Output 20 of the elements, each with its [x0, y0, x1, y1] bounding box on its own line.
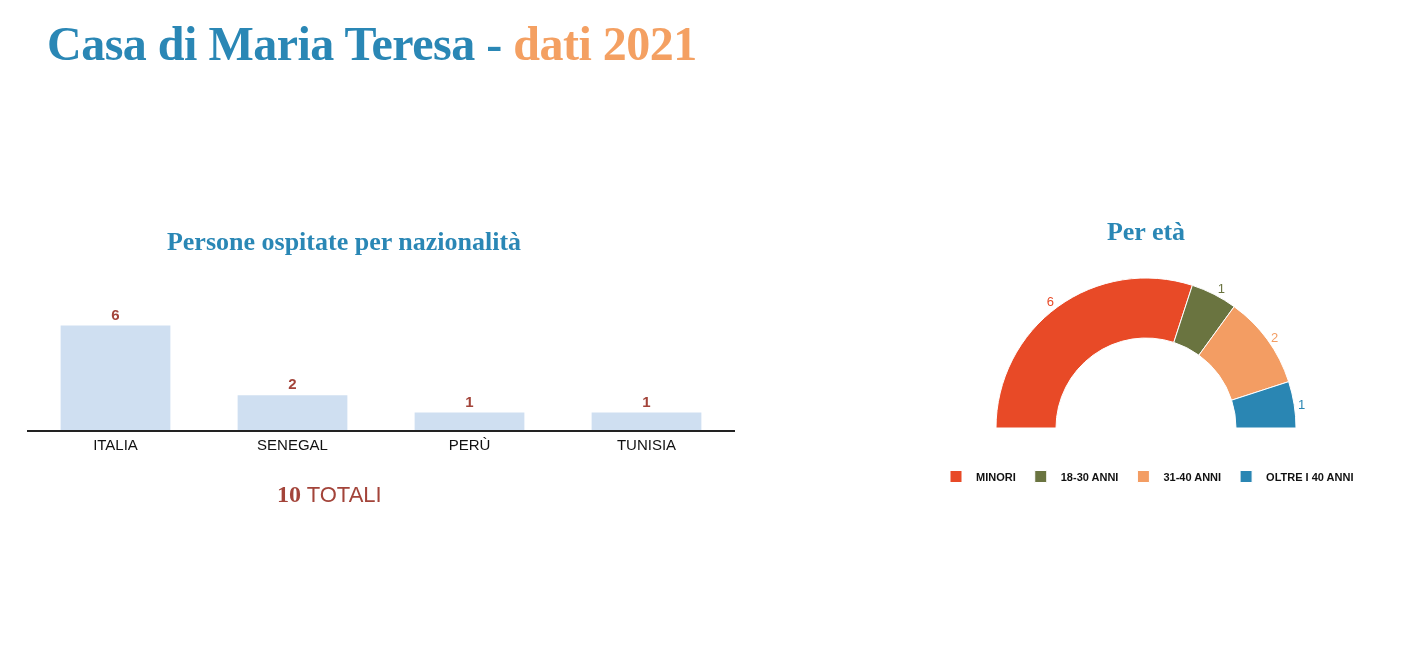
x-tick-label: PERÙ	[448, 436, 491, 453]
data-label: 6	[111, 305, 120, 323]
data-label: 6	[1046, 294, 1055, 310]
data-label: 2	[288, 375, 297, 393]
chart-title: Casa di Maria Teresa - dati 2021	[47, 17, 697, 70]
x-tick-label: ITALIA	[93, 436, 138, 453]
data-label: 1	[642, 392, 651, 410]
chart-title: Per età	[1106, 217, 1186, 247]
data-label: 1	[465, 392, 474, 410]
x-tick-label: TUNISIA	[616, 436, 677, 453]
legend-label: OLTRE I 40 ANNI	[1266, 470, 1354, 483]
chart-subtitle: Persone ospitate per nazionalità	[166, 227, 522, 257]
x-tick-label: SENEGAL	[257, 436, 328, 453]
data-label: 1	[1217, 280, 1226, 296]
legend-label: MINORI	[976, 470, 1016, 483]
data-label: 1	[1297, 396, 1306, 412]
legend-label: 31-40 ANNI	[1163, 470, 1222, 483]
legend-label: 18-30 ANNI	[1060, 470, 1119, 483]
text: 10 TOTALI	[277, 481, 382, 507]
data-label: 2	[1271, 329, 1279, 345]
